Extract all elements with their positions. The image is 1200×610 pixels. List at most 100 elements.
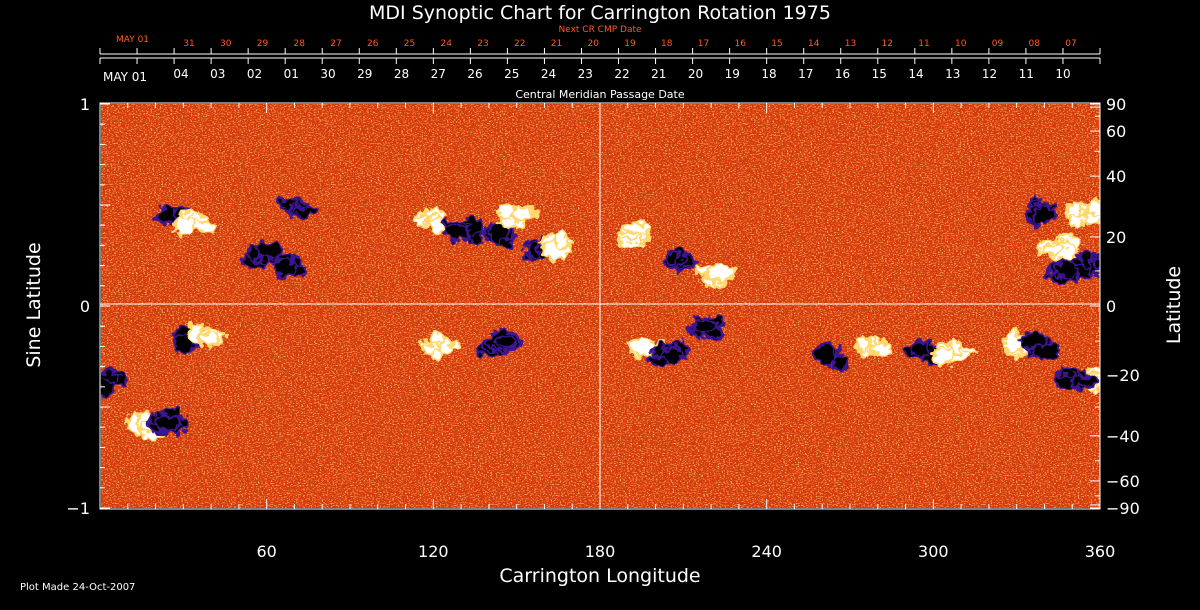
negative-flux-region	[646, 339, 691, 367]
negative-flux-core	[815, 345, 836, 364]
cmp-label: Central Meridian Passage Date	[515, 88, 684, 101]
next-cr-tick-label: 16	[735, 39, 747, 49]
cmp-tick-label: 03	[210, 67, 225, 81]
cmp-tick-label: 26	[467, 67, 482, 81]
cmp-tick-label: 28	[394, 67, 409, 81]
negative-flux-core	[157, 417, 180, 430]
y-right-tick-label: 40	[1106, 167, 1126, 186]
negative-flux-core	[694, 321, 716, 330]
x-tick-label: 180	[585, 542, 616, 561]
next-cr-tick-label: 09	[992, 39, 1004, 49]
negative-flux-core	[276, 259, 292, 275]
cmp-tick-label: 04	[173, 67, 188, 81]
negative-flux-core	[1097, 259, 1100, 270]
positive-flux-core	[557, 232, 567, 250]
x-tick-label: 360	[1085, 542, 1116, 561]
positive-flux-core	[189, 323, 200, 342]
x-axis-label: Carrington Longitude	[499, 565, 700, 587]
cmp-tick-label: 14	[908, 67, 923, 81]
positive-flux-core	[175, 218, 195, 235]
cmp-tick-label: 02	[247, 67, 262, 81]
next-cr-tick-label: 23	[477, 39, 488, 49]
negative-flux-region	[478, 330, 522, 357]
negative-flux-region	[1054, 367, 1099, 392]
positive-flux-region	[695, 262, 738, 289]
negative-flux-region	[443, 215, 485, 246]
next-cr-tick-label: 08	[1029, 39, 1041, 49]
next-cr-tick-label: 30	[220, 39, 232, 49]
next-cr-label: Next CR CMP Date	[558, 25, 642, 35]
next-cr-tick-label: 28	[294, 39, 306, 49]
negative-flux-edge	[1094, 257, 1100, 272]
positive-flux-core	[933, 348, 953, 366]
next-cr-tick-label: 27	[330, 39, 341, 49]
positive-flux-region	[930, 340, 976, 368]
negative-flux-core	[1035, 345, 1059, 360]
negative-flux-core	[498, 337, 515, 346]
positive-flux-core	[425, 344, 436, 353]
cmp-tick-label: 12	[982, 67, 997, 81]
next-cr-tick-label: 19	[624, 39, 636, 49]
y-right-tick-label: −20	[1106, 366, 1140, 385]
next-cr-tick-label: 20	[588, 39, 600, 49]
y-right-axis-label: Latitude	[1163, 266, 1185, 344]
positive-flux-core	[874, 344, 889, 355]
positive-flux-region	[539, 230, 574, 260]
negative-flux-core	[914, 344, 929, 354]
next-cr-date-scale: 31 30 29 28 27 26 25 24 23 22 21 20 19 18 17 16 15 14 13 12…	[99, 39, 1101, 54]
next-cr-tick-label: 11	[918, 39, 929, 49]
chart-title: MDI Synoptic Chart for Carrington Rotati…	[369, 2, 831, 24]
y-right-tick-label: −40	[1106, 427, 1140, 446]
x-tick-label: 60	[256, 542, 276, 561]
next-cr-tick-label: 15	[771, 39, 782, 49]
cmp-date-scale: 04 03 02 01 30 29 28 27 26 25 24 23 22 21 20 19 18 17 16 15…	[99, 58, 1101, 81]
positive-flux-region	[1037, 232, 1082, 262]
negative-flux-core	[1035, 207, 1056, 223]
cmp-tick-label: 10	[1055, 67, 1070, 81]
negative-flux-core	[1054, 263, 1076, 277]
negative-flux-core	[667, 252, 679, 262]
active-regions	[101, 194, 1100, 440]
negative-flux-region	[1017, 331, 1062, 362]
y-left-axis: 1 0 −1	[66, 95, 110, 518]
positive-flux-core	[202, 333, 218, 346]
positive-flux-region	[617, 222, 652, 247]
next-cr-tick-label: 26	[367, 39, 379, 49]
cmp-tick-label: 16	[835, 67, 850, 81]
cmp-tick-label: 27	[431, 67, 446, 81]
negative-flux-core	[175, 337, 192, 352]
cmp-tick-label: 01	[284, 67, 299, 81]
positive-flux-core	[709, 264, 732, 281]
next-cr-tick-label: 18	[661, 39, 673, 49]
y-right-tick-label: 60	[1106, 122, 1126, 141]
positive-flux-region	[186, 321, 227, 349]
y-left-tick-label: 0	[80, 297, 90, 316]
next-cr-tick-label: 21	[551, 39, 562, 49]
cmp-tick-label: 19	[725, 67, 740, 81]
y-right-tick-label: 20	[1106, 228, 1126, 247]
y-right-tick-label: −60	[1106, 472, 1140, 491]
positive-flux-core	[631, 336, 652, 355]
positive-flux-core	[195, 222, 213, 231]
positive-flux-region	[853, 335, 893, 358]
negative-flux-core	[1020, 333, 1044, 349]
x-tick-label: 240	[751, 542, 782, 561]
cmp-tick-label: 18	[761, 67, 776, 81]
next-cr-tick-label: 29	[257, 39, 269, 49]
cmp-tick-label: 11	[1019, 67, 1034, 81]
cmp-tick-label: 20	[688, 67, 703, 81]
negative-flux-region	[664, 245, 699, 272]
cmp-tick-label: 15	[872, 67, 887, 81]
negative-flux-region	[1025, 194, 1059, 227]
positive-flux-core	[430, 218, 443, 232]
x-tick-label: 120	[418, 542, 449, 561]
y-right-tick-label: 0	[1106, 297, 1116, 316]
plot-made-footer: Plot Made 24-Oct-2007	[20, 582, 135, 593]
cmp-tick-label: 24	[541, 67, 556, 81]
cmp-tick-label: 22	[614, 67, 629, 81]
negative-flux-region	[688, 316, 726, 342]
y-left-tick-label: −1	[66, 499, 90, 518]
positive-flux-core	[1070, 203, 1080, 215]
cmp-tick-label: 17	[798, 67, 813, 81]
